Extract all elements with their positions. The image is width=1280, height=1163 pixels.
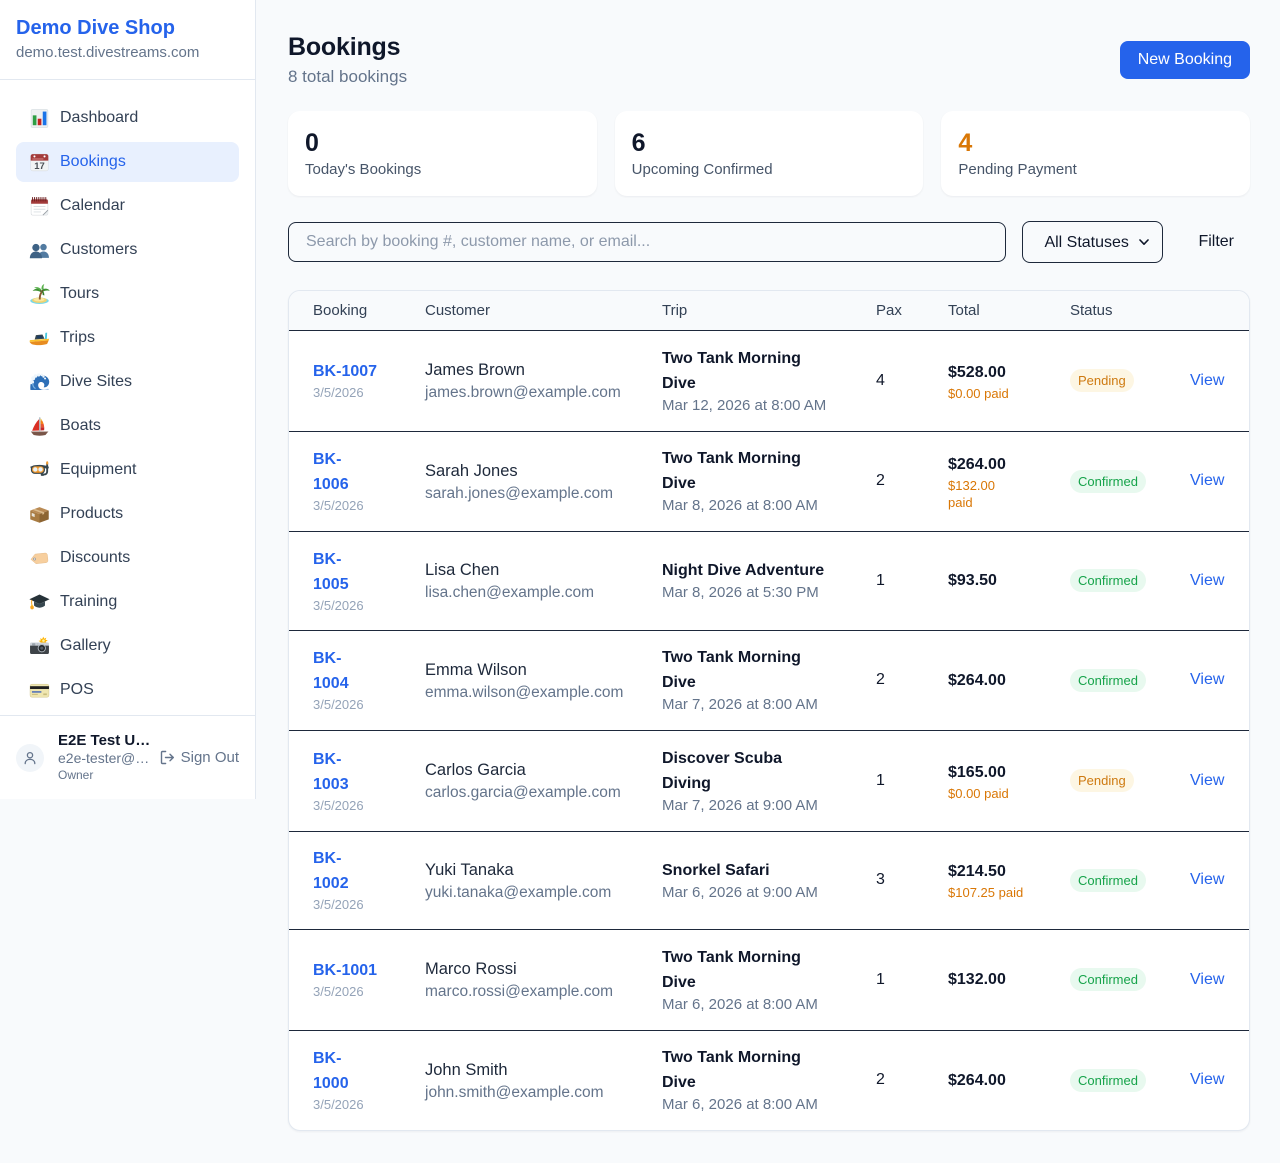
svg-text:17: 17	[34, 161, 45, 172]
